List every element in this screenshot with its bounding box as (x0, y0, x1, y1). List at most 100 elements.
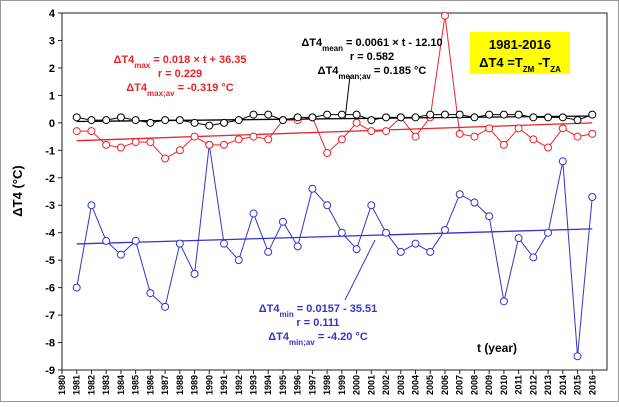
point (131, 138, 140, 147)
y-tick-label: 3 (49, 35, 55, 47)
subscript: max (134, 61, 151, 70)
annotation-line: ΔT4 =TZM -TZA (479, 55, 561, 74)
point (367, 116, 376, 125)
point (278, 217, 287, 226)
point (367, 127, 376, 136)
point (499, 110, 508, 119)
x-tick-label: 2012 (528, 375, 538, 395)
x-tick-label: 2000 (352, 375, 362, 395)
annotation-line: ΔT4max;av = -0.319 °C (126, 82, 234, 98)
y-tick-label: -4 (45, 228, 56, 240)
text-part: ΔT4 (318, 65, 340, 77)
subscript: ZM (523, 65, 535, 74)
x-tick-label: 1982 (86, 375, 96, 395)
point (485, 212, 494, 221)
point (278, 116, 287, 125)
point (249, 110, 258, 119)
subscript: ZA (550, 65, 561, 74)
point (72, 127, 81, 136)
point (588, 192, 597, 201)
x-tick-label: 2006 (440, 375, 450, 395)
x-tick-label: 1993 (248, 375, 258, 395)
point (396, 113, 405, 122)
annotation-line: r = 0.111 (296, 317, 339, 329)
point (131, 116, 140, 125)
text-part: = 0.0157 - 35.51 (294, 303, 377, 315)
text-part: r = 0.582 (350, 51, 394, 63)
text-part: = 0.185 °C (371, 65, 427, 77)
point (205, 140, 214, 149)
point (220, 118, 229, 127)
point (440, 225, 449, 234)
point (190, 132, 199, 141)
point (175, 116, 184, 125)
point (87, 201, 96, 210)
subscript: mean;av (338, 72, 371, 81)
x-tick-label: 2005 (425, 375, 435, 395)
text-part: = 0.0061 × t - 12.10 (343, 37, 443, 49)
point (249, 209, 258, 218)
point (234, 116, 243, 125)
point (146, 138, 155, 147)
annotation-line: r = 0.229 (158, 68, 202, 80)
point (205, 121, 214, 130)
x-tick-label: 1998 (322, 375, 332, 395)
point (470, 198, 479, 207)
point (573, 132, 582, 141)
y-tick-label: 0 (49, 118, 55, 130)
subscript: max;av (147, 89, 175, 98)
x-tick-label: 1986 (145, 375, 155, 395)
point (87, 127, 96, 136)
point (455, 129, 464, 138)
point (573, 352, 582, 361)
x-tick-label: 2016 (587, 375, 597, 395)
x-tick-label: 1989 (190, 375, 200, 395)
text-part: -T (534, 55, 550, 70)
point (116, 250, 125, 259)
point (337, 135, 346, 144)
x-tick-label: 2008 (469, 375, 479, 395)
point (558, 157, 567, 166)
annotation-line: ΔT4min;av = -4.20 °C (268, 331, 368, 347)
text-part: r = 0.229 (158, 68, 202, 80)
point (102, 236, 111, 245)
point (588, 129, 597, 138)
point (470, 113, 479, 122)
x-tick-label: 1981 (72, 375, 82, 395)
point (220, 239, 229, 248)
y-tick-label: -2 (45, 173, 55, 185)
point (440, 11, 449, 20)
point (293, 113, 302, 122)
point (396, 247, 405, 256)
pointer (344, 75, 351, 120)
point (367, 201, 376, 210)
x-tick-label: 1992 (234, 375, 244, 395)
point (514, 110, 523, 119)
pointer (344, 239, 376, 301)
point (175, 239, 184, 248)
x-tick-label: 1985 (131, 375, 141, 395)
x-tick-label: 1999 (337, 375, 347, 395)
text-part: ΔT4 =T (479, 55, 523, 70)
point (558, 124, 567, 133)
text-part: ΔT4 (259, 303, 281, 315)
point (264, 247, 273, 256)
x-tick-label: 1995 (278, 375, 288, 395)
y-tick-label: 4 (49, 8, 56, 20)
title-box (470, 32, 570, 74)
point (352, 118, 361, 127)
x-tick-label: 2015 (573, 375, 583, 395)
annotation-line: ΔT4mean = 0.0061 × t - 12.10 (301, 37, 442, 53)
point (544, 228, 553, 237)
point (190, 269, 199, 278)
y-tick-label: -9 (45, 365, 55, 377)
x-tick-label: 2003 (396, 375, 406, 395)
point (131, 236, 140, 245)
x-tick-label: 1991 (219, 375, 229, 395)
point (323, 149, 332, 158)
point (264, 110, 273, 119)
x-tick-label: 2001 (366, 375, 376, 395)
x-tick-label: 1983 (101, 375, 111, 395)
x-tick-label: 2011 (514, 375, 524, 395)
